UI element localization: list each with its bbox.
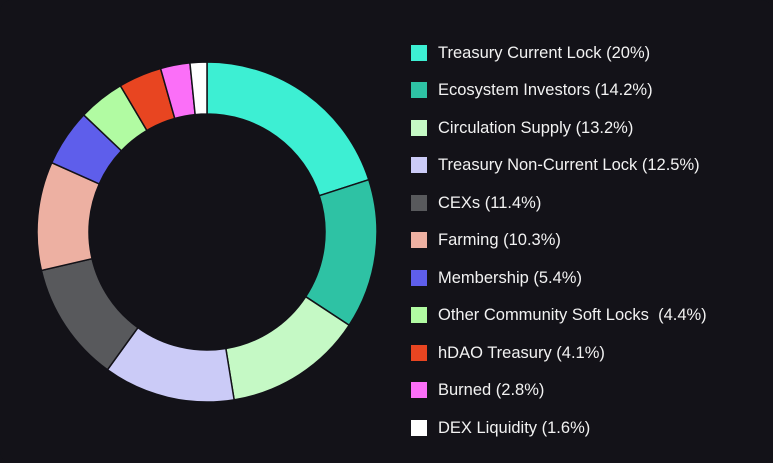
legend-swatch [411, 269, 427, 286]
legend-swatch [411, 194, 427, 211]
legend-item: Membership (5.4%) [411, 259, 761, 297]
legend-label: CEXs (11.4%) [438, 193, 542, 212]
legend-item: Other Community Soft Locks (4.4%) [411, 297, 761, 335]
legend-item: Circulation Supply (13.2%) [411, 109, 761, 147]
legend-label: DEX Liquidity (1.6%) [438, 418, 591, 437]
legend-item: Treasury Current Lock (20%) [411, 34, 761, 72]
legend-item: Treasury Non-Current Lock (12.5%) [411, 147, 761, 185]
legend-swatch [411, 232, 427, 249]
legend-item: Ecosystem Investors (14.2%) [411, 72, 761, 110]
legend-label: Membership (5.4%) [438, 268, 582, 287]
legend-item: Farming (10.3%) [411, 222, 761, 260]
legend-swatch [411, 344, 427, 361]
legend-swatch [411, 419, 427, 436]
legend-swatch [411, 82, 427, 99]
legend-swatch [411, 157, 427, 174]
legend-item: CEXs (11.4%) [411, 184, 761, 222]
legend-label: Burned (2.8%) [438, 381, 545, 399]
chart-legend: Treasury Current Lock (20%) Ecosystem Inv… [411, 34, 761, 447]
donut-slice [206, 61, 370, 197]
legend-item: hDAO Treasury (4.1%) [411, 334, 761, 372]
legend-label: Treasury Current Lock (20%) [438, 43, 651, 62]
legend-label: Treasury Non-Current Lock (12.5%) [438, 156, 700, 174]
legend-item: Burned (2.8%) [411, 372, 761, 410]
legend-item: DEX Liquidity (1.6%) [411, 409, 761, 447]
legend-label: Ecosystem Investors (14.2%) [438, 81, 653, 99]
legend-label: hDAO Treasury (4.1%) [438, 343, 605, 362]
legend-swatch [411, 119, 427, 136]
legend-label: Farming (10.3%) [438, 231, 561, 249]
legend-swatch [411, 307, 427, 324]
legend-swatch [411, 44, 427, 61]
legend-label: Circulation Supply (13.2%) [438, 118, 634, 137]
legend-label: Other Community Soft Locks (4.4%) [438, 306, 707, 324]
donut-slice [189, 61, 208, 116]
legend-swatch [411, 382, 427, 399]
